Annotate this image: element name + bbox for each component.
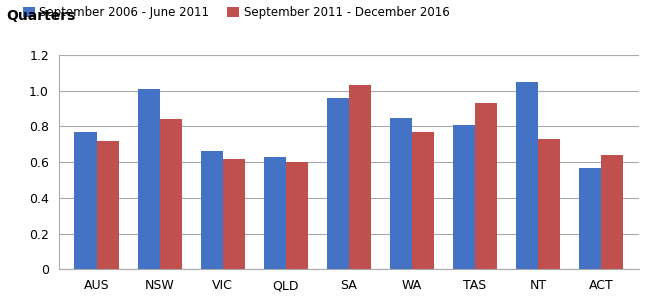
Bar bbox=[412, 132, 434, 269]
Bar bbox=[138, 89, 160, 269]
Bar bbox=[160, 119, 182, 269]
Bar bbox=[327, 98, 349, 269]
Bar bbox=[453, 125, 475, 269]
Bar bbox=[223, 159, 244, 269]
Bar bbox=[349, 85, 371, 269]
Bar bbox=[286, 162, 308, 269]
Text: Quarters: Quarters bbox=[7, 9, 76, 23]
Bar bbox=[390, 118, 412, 269]
Bar bbox=[475, 103, 497, 269]
Bar bbox=[579, 168, 601, 269]
Bar bbox=[263, 157, 286, 269]
Bar bbox=[516, 82, 538, 269]
Bar bbox=[538, 139, 560, 269]
Bar bbox=[96, 141, 119, 269]
Legend: September 2006 - June 2011, September 2011 - December 2016: September 2006 - June 2011, September 20… bbox=[18, 1, 454, 24]
Bar bbox=[201, 151, 223, 269]
Bar bbox=[74, 132, 96, 269]
Bar bbox=[601, 155, 623, 269]
